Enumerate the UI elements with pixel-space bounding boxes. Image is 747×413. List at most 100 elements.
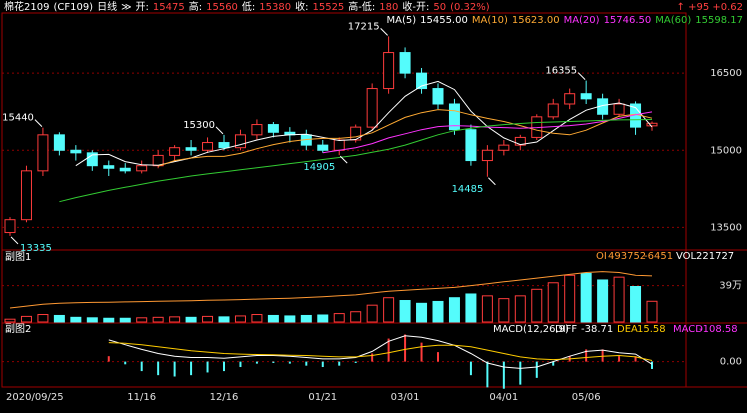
quote-value: 15380 [259,2,292,13]
volume-bar [267,314,279,323]
volume-bar [103,317,115,323]
candle-body [646,122,658,127]
annotation-arrow [380,28,388,36]
candle-body [103,165,115,169]
ma-value: 15746.50 [603,15,652,26]
candle-body [119,167,131,172]
y-tick-label: 39万 [719,281,742,292]
candle-body [383,52,395,90]
candle-body [86,152,98,167]
x-tick-label: 12/16 [210,392,239,403]
volume-bar [613,276,625,323]
legend-name: DIFF [555,324,577,335]
candle-body [366,88,378,128]
volume-bar [37,314,49,323]
annotation: 17215 [348,21,380,32]
annotation-arrow [34,119,43,127]
volume-bar [70,316,82,323]
candle-body [317,144,329,151]
panel-title: 副图1 [5,251,31,263]
quote-label: 高-低: [348,2,376,13]
code: (CF109) [53,2,94,13]
menu: ≫ [121,2,132,13]
volume-bar [498,298,510,323]
ma-value: 15455.00 [420,15,468,26]
quote-value: 15560 [206,2,238,13]
volume-bar [481,295,493,323]
candle-body [432,88,444,105]
annotation-arrow [10,236,19,245]
quote-label: 收-开: [402,2,430,13]
volume-bar [432,300,444,323]
x-tick-label: 03/01 [391,392,420,403]
annotation: 14905 [303,162,335,173]
volume-bar [383,297,395,323]
candle-body [202,142,214,151]
period: 日线 [97,2,118,13]
ma-name: MA(10) [471,15,508,26]
volume-bar [646,300,658,323]
volume-bar [366,304,378,323]
volume-bar [547,282,559,323]
macd-line [108,342,653,361]
annotation-arrow [215,126,224,135]
ma-name: MA(20) [563,15,600,26]
volume-bar [416,302,428,323]
candle-body [70,149,82,154]
annotation-arrow [488,177,496,186]
legend-value: 493752 [608,251,646,262]
annotation: 13335 [20,243,52,254]
legend-name: OI [596,251,607,262]
quote-value: 180 [379,2,399,13]
candle-body [514,136,526,146]
legend-value: -108.58 [699,324,738,335]
volume-bar [465,293,477,323]
ma-line [158,109,653,167]
volume-bar [448,297,460,323]
annotation-arrow [339,155,348,164]
candle-body [416,72,428,90]
candle-body [448,103,460,131]
x-tick-label: 05/06 [572,392,601,403]
x-tick-label: 11/16 [127,392,156,403]
ma-legend: MA(5) 15455.00 MA(10) 15623.00 MA(20) 15746.5… [386,15,743,27]
quote-note: (0.32%) [450,2,490,13]
candle-body [20,170,32,221]
candle-body [37,134,49,172]
volume-bar [53,314,65,323]
macd-label: MACD(12,26,9) [493,324,569,335]
annotation: 16355 [545,66,577,77]
candle-body [547,103,559,118]
candle-body [136,165,148,172]
panel-title: 副图2 [5,323,31,335]
annotation: 15440 [2,113,34,124]
volume-bar [185,316,197,323]
ma-line [59,119,653,203]
ma-name: MA(5) [386,15,417,26]
x-tick-label: 01/21 [308,392,337,403]
ma-name: MA(60) [655,15,692,26]
volume-bar [580,272,592,323]
x-tick-label: 2020/09/25 [6,392,64,403]
quote-value: 50 [433,2,447,13]
ma-line [322,111,653,154]
volume-bar [152,316,164,323]
legend-value: 221727 [696,251,734,262]
legend-value: -38.71 [581,324,613,335]
y-tick-label: 15000 [710,145,742,156]
volume-bar [136,317,148,323]
volume-bar [218,316,230,323]
candle-body [333,139,345,151]
candle-body [481,149,493,162]
quote-label: 开: [135,2,149,13]
y-tick-label: 13500 [710,222,742,233]
symbol: 棉花2109 [4,2,50,13]
y-tick-label: 0.00 [720,357,742,368]
volume-bar [300,314,312,323]
quote-label: 收: [295,2,309,13]
volume-bar [630,286,642,323]
candle-body [498,144,510,151]
candle-body [185,147,197,151]
